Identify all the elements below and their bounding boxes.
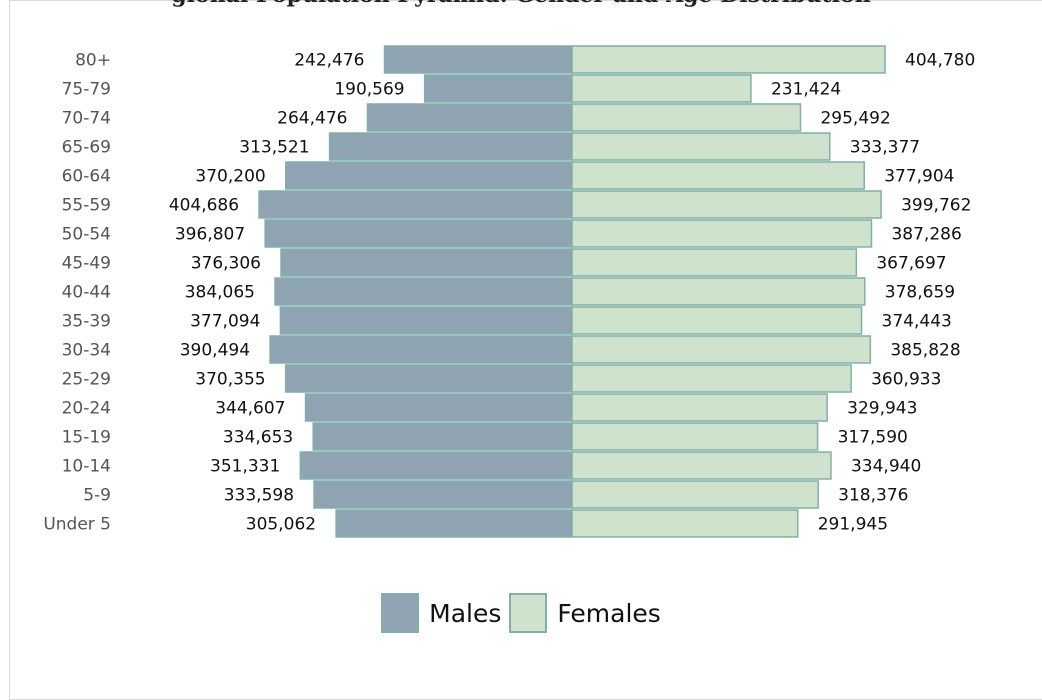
bar-males-under-5 xyxy=(335,509,573,538)
data-label-males-20-24: 344,607 xyxy=(215,399,285,419)
data-label-males-75-79: 190,569 xyxy=(334,80,404,100)
legend-swatch-males xyxy=(381,593,420,633)
bar-males-10-14 xyxy=(299,451,573,480)
data-label-females-20-24: 329,943 xyxy=(847,399,917,419)
bar-females-80- xyxy=(571,45,886,74)
data-label-males-30-34: 390,494 xyxy=(180,341,250,361)
data-label-females-35-39: 374,443 xyxy=(882,312,952,332)
data-label-females-55-59: 399,762 xyxy=(901,196,971,216)
bar-males-25-29 xyxy=(284,364,573,393)
legend-item-females: Females xyxy=(509,593,661,633)
tick-label-15-19: 15-19 xyxy=(62,428,111,448)
data-label-females-5-9: 318,376 xyxy=(838,486,908,506)
data-label-males-10-14: 351,331 xyxy=(210,457,280,477)
tick-label-under-5: Under 5 xyxy=(43,515,111,535)
data-label-males-40-44: 384,065 xyxy=(185,283,255,303)
bar-females-25-29 xyxy=(571,364,852,393)
bar-males-60-64 xyxy=(284,161,573,190)
bar-males-20-24 xyxy=(304,393,573,422)
data-label-males-25-29: 370,355 xyxy=(195,370,265,390)
tick-label-45-49: 45-49 xyxy=(62,254,111,274)
chart-title: gional Population Pyramid: Gender and Ag… xyxy=(0,0,1042,8)
bar-males-75-79 xyxy=(423,74,573,103)
tick-label-5-9: 5-9 xyxy=(83,486,111,506)
bar-females-20-24 xyxy=(571,393,828,422)
tick-label-65-69: 65-69 xyxy=(62,138,111,158)
legend-label-males: Males xyxy=(429,598,502,628)
tick-label-35-39: 35-39 xyxy=(62,312,111,332)
bar-females-30-34 xyxy=(571,335,872,364)
tick-label-55-59: 55-59 xyxy=(62,196,111,216)
bar-males-55-59 xyxy=(258,190,573,219)
data-label-males-35-39: 377,094 xyxy=(190,312,260,332)
bar-males-30-34 xyxy=(269,335,573,364)
bar-females-40-44 xyxy=(571,277,866,306)
tick-label-70-74: 70-74 xyxy=(62,109,111,129)
tick-label-20-24: 20-24 xyxy=(62,399,111,419)
data-label-males-80-: 242,476 xyxy=(294,51,364,71)
tick-label-40-44: 40-44 xyxy=(62,283,111,303)
bar-females-55-59 xyxy=(571,190,882,219)
legend-item-males: Males xyxy=(381,593,501,633)
data-label-females-80-: 404,780 xyxy=(905,51,975,71)
tick-label-80-: 80+ xyxy=(75,51,111,71)
data-label-males-under-5: 305,062 xyxy=(246,515,316,535)
data-label-females-under-5: 291,945 xyxy=(818,515,888,535)
tick-label-75-79: 75-79 xyxy=(62,80,111,100)
data-label-males-15-19: 334,653 xyxy=(223,428,293,448)
bar-females-45-49 xyxy=(571,248,858,277)
bar-males-5-9 xyxy=(313,480,573,509)
data-label-females-40-44: 378,659 xyxy=(885,283,955,303)
bar-males-80- xyxy=(383,45,573,74)
data-label-males-45-49: 376,306 xyxy=(191,254,261,274)
data-label-females-70-74: 295,492 xyxy=(820,109,890,129)
tick-label-10-14: 10-14 xyxy=(62,457,111,477)
data-label-males-60-64: 370,200 xyxy=(195,167,265,187)
bar-females-5-9 xyxy=(571,480,819,509)
data-label-males-50-54: 396,807 xyxy=(175,225,245,245)
bar-males-15-19 xyxy=(312,422,573,451)
tick-label-25-29: 25-29 xyxy=(62,370,111,390)
data-label-females-25-29: 360,933 xyxy=(871,370,941,390)
bar-males-70-74 xyxy=(366,103,573,132)
bar-females-70-74 xyxy=(571,103,802,132)
bar-males-65-69 xyxy=(328,132,573,161)
bar-females-60-64 xyxy=(571,161,865,190)
data-label-females-65-69: 333,377 xyxy=(850,138,920,158)
female-bars xyxy=(571,45,886,538)
data-label-females-10-14: 334,940 xyxy=(851,457,921,477)
bar-females-75-79 xyxy=(571,74,752,103)
tick-label-60-64: 60-64 xyxy=(62,167,111,187)
tick-label-50-54: 50-54 xyxy=(62,225,111,245)
bar-females-50-54 xyxy=(571,219,873,248)
age-group-tick-labels: 80+ 75-79 70-74 65-69 60-64 55-59 50-54 45-49 40… xyxy=(43,51,111,535)
data-label-males-65-69: 313,521 xyxy=(239,138,309,158)
value-labels: 242,476 404,780 190,569 231,424 264,476 295,4… xyxy=(169,51,976,535)
bar-females-15-19 xyxy=(571,422,819,451)
data-label-males-5-9: 333,598 xyxy=(224,486,294,506)
data-label-males-55-59: 404,686 xyxy=(169,196,239,216)
bar-males-40-44 xyxy=(274,277,573,306)
bar-males-35-39 xyxy=(279,306,573,335)
bar-females-35-39 xyxy=(571,306,863,335)
data-label-males-70-74: 264,476 xyxy=(277,109,347,129)
data-label-females-50-54: 387,286 xyxy=(891,225,961,245)
legend-swatch-females xyxy=(509,593,548,633)
population-pyramid-chart: 80+ 75-79 70-74 65-69 60-64 55-59 50-54 45-49 40… xyxy=(43,45,976,538)
male-bars xyxy=(258,45,573,538)
bar-females-under-5 xyxy=(571,509,799,538)
bar-males-50-54 xyxy=(264,219,573,248)
bar-females-10-14 xyxy=(571,451,832,480)
bar-females-65-69 xyxy=(571,132,831,161)
data-label-females-45-49: 367,697 xyxy=(876,254,946,274)
data-label-females-15-19: 317,590 xyxy=(838,428,908,448)
data-label-females-60-64: 377,904 xyxy=(884,167,954,187)
legend: Males Females xyxy=(0,590,1042,636)
data-label-females-30-34: 385,828 xyxy=(890,341,960,361)
legend-label-females: Females xyxy=(557,598,661,628)
data-label-females-75-79: 231,424 xyxy=(771,80,841,100)
bar-males-45-49 xyxy=(280,248,573,277)
tick-label-30-34: 30-34 xyxy=(62,341,111,361)
